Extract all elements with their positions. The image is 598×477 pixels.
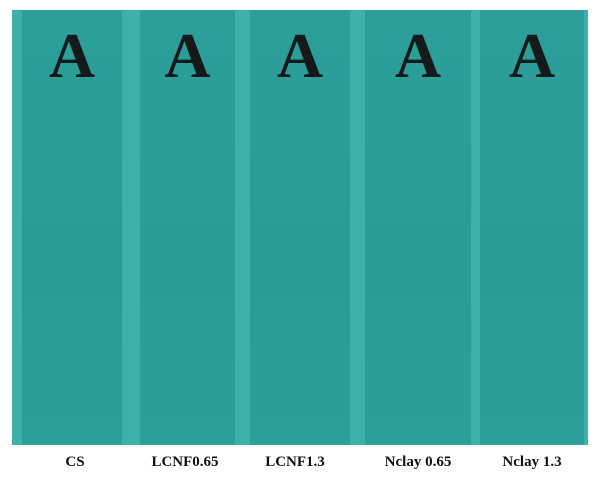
sample-label: Nclay 0.65 <box>384 454 452 470</box>
letter: A <box>394 20 442 91</box>
sample-label: LCNF0.65 <box>151 454 219 470</box>
sample-label: Nclay 1.3 <box>502 454 562 470</box>
film-strip: A <box>140 10 235 445</box>
film-strip: A <box>480 10 584 445</box>
film-strip: A <box>365 10 471 445</box>
letter: A <box>276 20 324 91</box>
letter: A <box>164 20 211 91</box>
film-strip: A <box>22 10 122 445</box>
letter: A <box>48 20 96 91</box>
film-strip: A <box>250 10 350 445</box>
sample-label: LCNF1.3 <box>265 454 325 470</box>
letter: A <box>508 20 556 91</box>
sample-label: CS <box>65 454 85 470</box>
